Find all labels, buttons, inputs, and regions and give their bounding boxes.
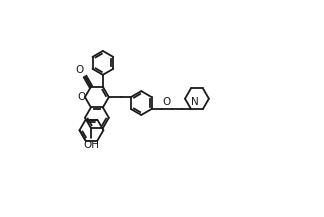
Text: O: O [77, 92, 85, 102]
Text: O: O [162, 97, 171, 107]
Text: N: N [191, 97, 199, 107]
Text: OH: OH [83, 140, 99, 150]
Text: O: O [75, 65, 84, 75]
